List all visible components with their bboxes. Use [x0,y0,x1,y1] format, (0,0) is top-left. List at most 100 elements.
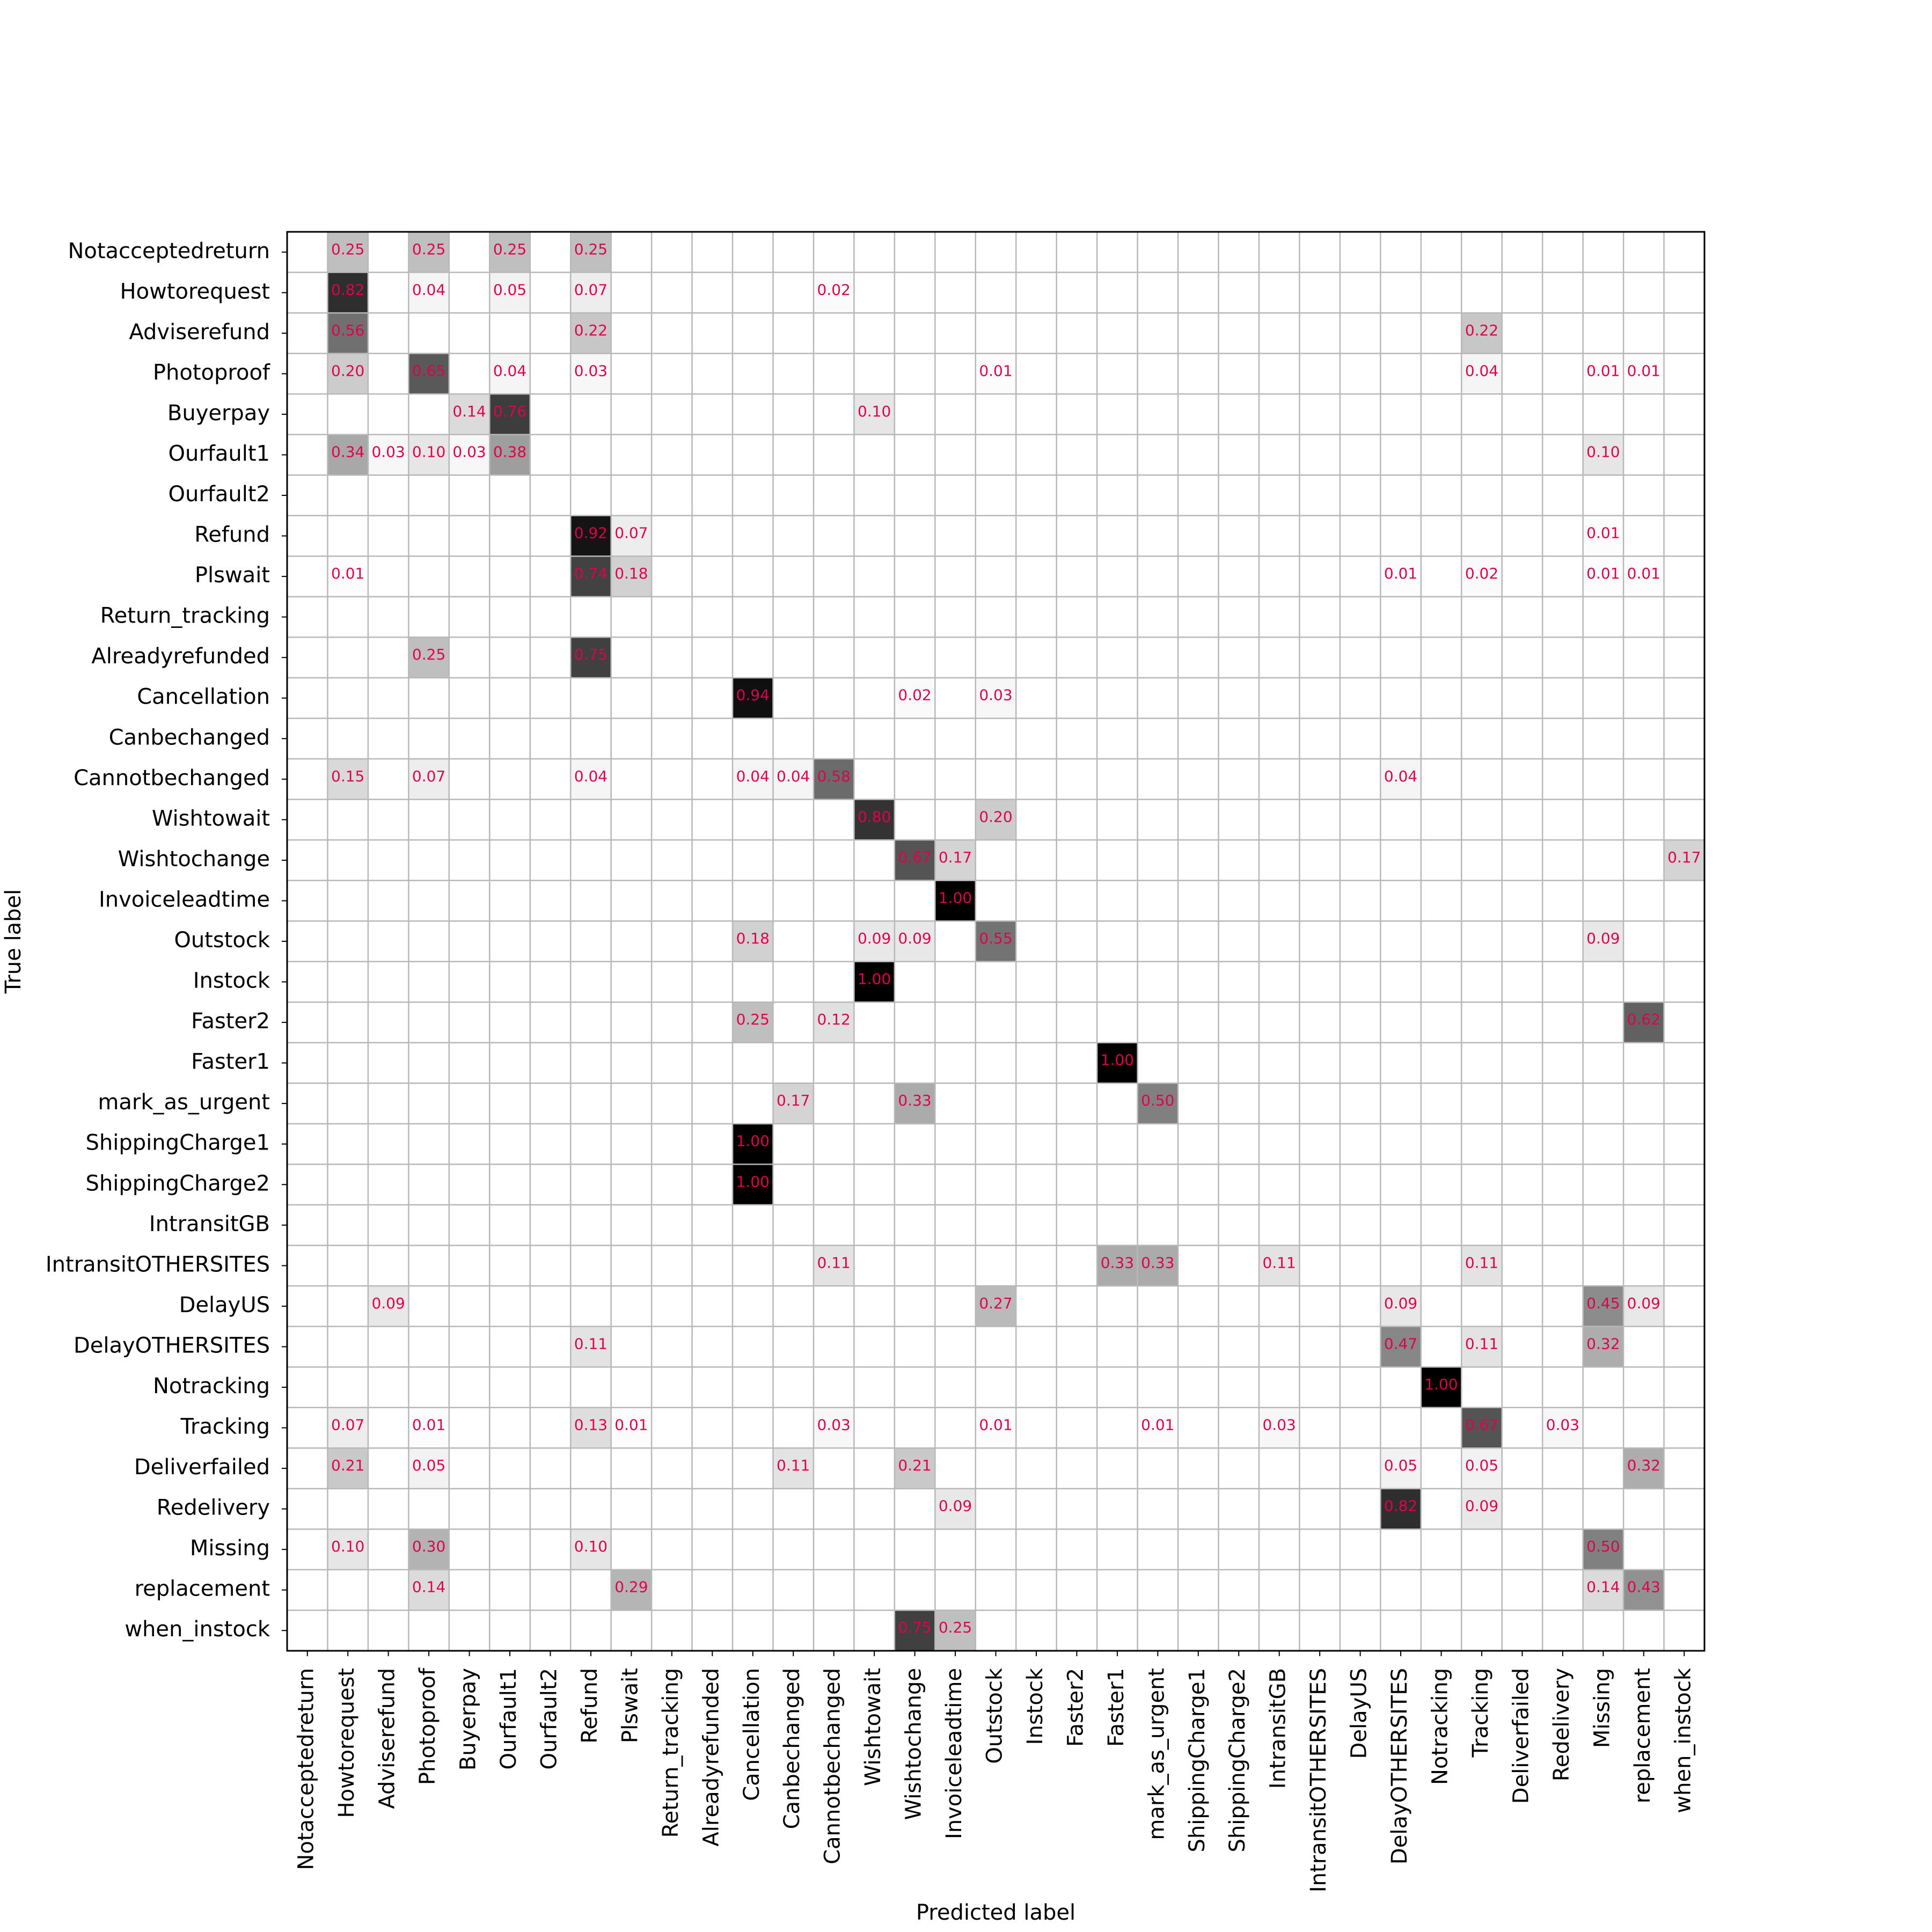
cell-value-label: 0.11 [574,1335,608,1352]
cell-value-label: 0.04 [736,767,770,785]
heatmap-cell [935,1488,976,1529]
heatmap-cell [408,637,449,678]
heatmap-cell [1380,1286,1421,1327]
heatmap-cell [935,880,976,921]
heatmap-cell [327,759,368,800]
heatmap-cell [773,1083,814,1124]
heatmap-cell [611,556,652,597]
x-tick-label: Faster1 [1104,1668,1129,1747]
cell-value-label: 0.25 [412,240,445,258]
heatmap-cell [1623,1002,1664,1043]
x-tick-label: Cancellation [740,1668,764,1801]
x-tick-label: Missing [1590,1668,1614,1748]
cell-value-label: 0.03 [371,443,405,460]
y-tick-label: replacement [135,1577,270,1601]
cell-value-label: 0.25 [939,1619,972,1636]
heatmap-cell [975,677,1016,719]
cell-value-label: 0.01 [979,1416,1012,1434]
x-tick-label: Howtorequest [334,1668,359,1818]
cell-value-label: 0.34 [331,443,364,460]
heatmap-cell [773,1448,814,1489]
cell-value-label: 1.00 [939,889,972,906]
cell-value-label: 0.01 [1627,362,1660,379]
cell-value-label: 0.01 [614,1416,648,1434]
y-tick-label: Faster1 [191,1050,270,1074]
cell-value-label: 0.33 [1101,1254,1134,1271]
cell-value-label: 0.05 [493,281,526,298]
heatmap-cell [733,677,773,719]
heatmap-cell [813,1245,854,1286]
cell-value-label: 0.11 [817,1254,850,1271]
heatmap-cell [1380,556,1421,597]
heatmap-cell [327,434,368,475]
heatmap-cell [1137,1245,1179,1286]
heatmap-cell [1623,1448,1664,1489]
heatmap-cell [1461,1407,1502,1448]
y-tick-label: Deliverfailed [134,1455,270,1480]
x-tick-label: Tracking [1468,1668,1493,1758]
heatmap-cell [570,1407,611,1448]
heatmap-cell [489,353,530,394]
cell-value-label: 0.10 [412,443,445,460]
heatmap-cell [1583,515,1624,557]
y-tick-label: Outstock [174,928,270,953]
x-tick-label: IntransitOTHERSITES [1306,1668,1331,1892]
heatmap-cell [1542,1407,1583,1448]
heatmap-cell [1380,1488,1421,1529]
heatmap-cell [733,1123,773,1165]
heatmap-cell [733,759,773,800]
heatmap-cell [894,677,935,719]
heatmap-cell [611,1407,652,1448]
cell-value-label: 0.03 [574,362,608,379]
x-tick-label: Return_tracking [658,1668,683,1838]
y-tick-label: Plswait [195,563,270,588]
heatmap-cell [813,272,854,313]
cell-value-label: 0.09 [939,1497,972,1515]
x-tick-label: Canbechanged [780,1668,804,1829]
heatmap-cell [611,515,652,557]
heatmap-cell [570,272,611,313]
y-tick-label: Return_tracking [100,604,270,628]
cell-value-label: 0.01 [1586,524,1620,542]
heatmap-cell [1421,1367,1462,1408]
cell-value-label: 0.05 [412,1457,445,1474]
cell-value-label: 0.25 [493,240,526,258]
cell-value-label: 1.00 [736,1173,770,1190]
y-tick-label: Faster2 [191,1009,270,1034]
cell-value-label: 0.11 [1465,1254,1498,1271]
cell-value-label: 0.32 [1627,1457,1660,1474]
heatmap-cell [1623,353,1664,394]
cell-value-label: 0.56 [331,321,364,339]
cell-value-label: 0.01 [331,565,364,582]
y-tick-label: Notracking [153,1374,270,1399]
heatmap-cell [894,1448,935,1489]
cell-value-label: 0.04 [574,767,608,785]
x-tick-label: Alreadyrefunded [699,1668,723,1847]
cell-value-label: 0.09 [858,930,891,947]
x-tick-label: Notacceptedreturn [294,1668,319,1870]
cell-value-label: 0.29 [614,1578,648,1596]
heatmap-cell [1258,1407,1300,1448]
heatmap-cell [975,1286,1016,1327]
x-axis-label: Predicted label [916,1900,1075,1925]
y-tick-label: ShippingCharge2 [86,1171,270,1196]
heatmap-cell [1258,1245,1300,1286]
cell-value-label: 0.01 [1141,1416,1174,1434]
cell-value-label: 0.62 [1627,1011,1660,1028]
cell-value-label: 0.17 [939,848,972,866]
heatmap-cell [408,434,449,475]
cell-value-label: 0.17 [777,1092,810,1109]
x-tick-label: Adviserefund [375,1668,400,1809]
cell-value-label: 0.20 [331,362,364,379]
heatmap-cell [1380,1326,1421,1367]
heatmap-cell [813,1002,854,1043]
cell-value-label: 0.58 [817,767,850,785]
cell-value-label: 0.05 [1465,1457,1498,1474]
heatmap-cell [894,840,935,881]
heatmap-cell [408,353,449,394]
cell-value-label: 1.00 [736,1132,770,1150]
cell-value-label: 0.38 [493,443,526,460]
cell-value-label: 0.82 [1384,1497,1417,1515]
cell-value-label: 0.21 [331,1457,364,1474]
cell-value-label: 0.14 [452,402,486,420]
